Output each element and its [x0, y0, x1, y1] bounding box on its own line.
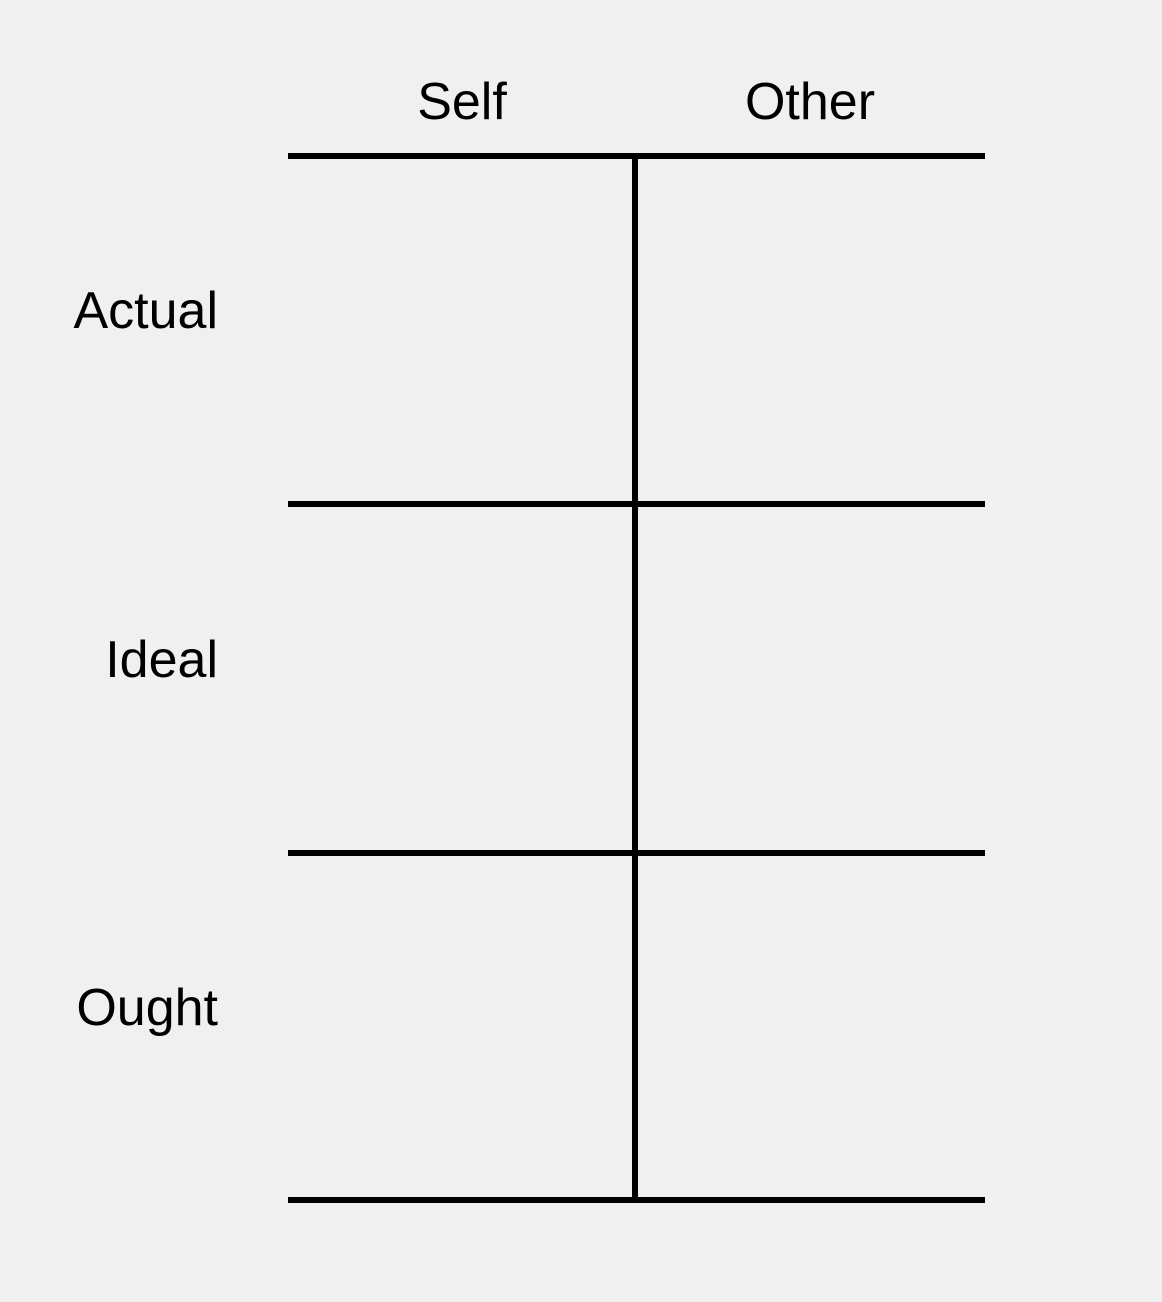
row-header-ideal: Ideal	[105, 631, 218, 689]
column-header-self: Self	[417, 73, 507, 131]
row-header-ought: Ought	[76, 979, 218, 1037]
row-header-actual: Actual	[73, 282, 218, 340]
column-header-other: Other	[744, 73, 876, 131]
self-other-divider-line	[632, 153, 638, 1203]
